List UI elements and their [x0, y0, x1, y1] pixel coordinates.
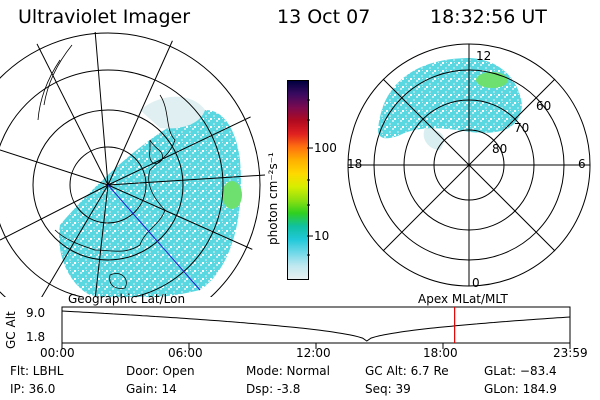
ip-readout: IP: 36.0 — [10, 382, 56, 396]
seq-readout: Seq: 39 — [365, 382, 411, 396]
mlt-label-18: 18 — [347, 157, 362, 171]
timeline-tick-1800: 18:00 — [423, 346, 458, 360]
magnetic-meridian-line — [107, 184, 201, 291]
mlat-label-80: 80 — [492, 142, 507, 156]
timeline-y-min: 1.8 — [26, 330, 46, 344]
altitude-timeline-plot — [61, 306, 571, 349]
mlat-label-70: 70 — [514, 121, 529, 135]
dsp-readout: Dsp: -3.8 — [246, 382, 301, 396]
image-time: 18:32:56 UT — [430, 6, 547, 28]
mode-readout: Mode: Normal — [246, 364, 330, 378]
timeline-tick-2359: 23:59 — [553, 346, 588, 360]
door-readout: Door: Open — [126, 364, 195, 378]
timeline-tick-0600: 06:00 — [168, 346, 203, 360]
magnetic-grid-title: Apex MLat/MLT — [418, 292, 508, 306]
gc-alt-readout: GC Alt: 6.7 Re — [365, 364, 449, 378]
colorbar-unit-label: photon cm⁻²s⁻¹ — [266, 152, 280, 245]
glon-readout: GLon: 184.9 — [484, 382, 557, 396]
glat-readout: GLat: −83.4 — [484, 364, 557, 378]
geographic-grid-title: Geographic Lat/Lon — [68, 292, 186, 306]
magnetic-polar-map: 12 18 6 0 60 70 80 — [347, 43, 591, 290]
colorbar-ticks — [307, 99, 313, 256]
gain-readout: Gain: 14 — [126, 382, 177, 396]
colorbar-tick-10: 10 — [314, 229, 330, 243]
image-date: 13 Oct 07 — [277, 6, 371, 28]
timeline-tick-0000: 00:00 — [40, 346, 75, 360]
timeline-y-axis-label: GC Alt — [4, 311, 18, 349]
instrument-title: Ultraviolet Imager — [18, 6, 191, 28]
filter-readout: Flt: LBHL — [10, 364, 64, 378]
timeline-y-max: 9.0 — [26, 306, 46, 320]
colorbar-tick-100: 100 — [314, 141, 337, 155]
colorbar — [287, 80, 309, 280]
mlt-label-0: 0 — [472, 276, 480, 290]
altitude-curve — [61, 310, 571, 342]
mlt-label-6: 6 — [578, 157, 586, 171]
aurora-emission-right — [378, 58, 522, 139]
aurora-bright-spot-right — [476, 72, 508, 88]
timeline-tick-1200: 12:00 — [296, 346, 331, 360]
mlt-label-12: 12 — [476, 49, 491, 63]
aurora-bright-spot-left — [222, 181, 242, 209]
geographic-polar-map — [0, 32, 265, 297]
aurora-faint-left — [140, 96, 205, 129]
mlat-label-60: 60 — [536, 99, 551, 113]
